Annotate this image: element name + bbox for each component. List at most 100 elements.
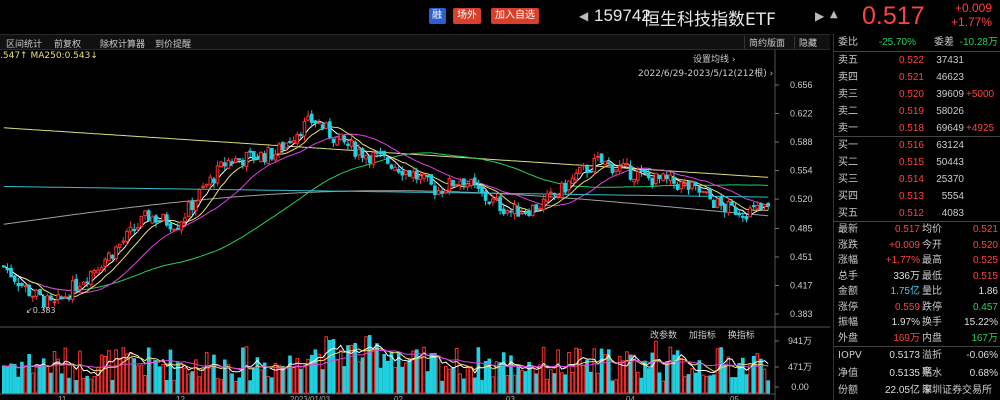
volume-bar [233,380,238,394]
bid-price: 0.515 [898,157,924,168]
candle-body [491,198,495,203]
stat-value: 0.525 [972,255,998,266]
stat-value: 0.520 [972,239,998,251]
bid-row[interactable]: 买五 0.512 4083 [838,205,998,222]
change-params-button[interactable]: 改参数 [650,331,678,341]
volume-bar [237,377,242,394]
candle-body [635,171,640,181]
exright-calculator-button[interactable]: 除权计算器 [100,40,146,50]
ask-change: +5000 [966,89,995,100]
volume-bar [664,361,669,394]
ma250-line [3,127,769,178]
next-stock-icon[interactable]: ▶ [815,9,825,23]
volume-bar [701,374,705,394]
stat-label: 涨停 [838,301,858,313]
candle-body [302,121,307,137]
forward-adjust-button[interactable]: 前复权 [54,40,82,50]
bid-row[interactable]: 买四 0.513 5554 [838,188,998,205]
volume-bar [588,371,593,394]
volume-bar [266,375,271,394]
candle-body [309,113,314,123]
volume-bar [12,363,17,394]
y-tick-label: 0.622 [790,109,813,119]
prev-stock-icon[interactable]: ◀ [579,9,589,23]
bid-row[interactable]: 买三 0.514 25370 [838,171,998,188]
kline-chart[interactable]: 0.656 0.622 0.588 0.554 0.520 0.485 0.451 0.417… [0,50,830,400]
ask-row[interactable]: 卖五 0.522 37431 [838,52,998,69]
add-watchlist-button[interactable]: 加入自选 [491,8,539,24]
ask-price: 0.520 [898,89,924,100]
volume-bar [661,380,665,394]
volume-bar [534,373,539,394]
otc-button[interactable]: 场外 [453,8,481,24]
volume-bar [487,358,492,394]
volume-bar [440,380,444,394]
candle-body [549,191,553,194]
ma20-line [3,133,769,293]
volume-bar [722,364,727,394]
volume-bar [751,355,756,394]
volume-bar [114,349,118,394]
range-stats-button[interactable]: 区间统计 [6,40,43,50]
candle-body [469,178,473,187]
volume-bar [346,345,350,394]
candle-body [715,198,720,208]
price-alert-button[interactable]: 到价提醒 [155,40,192,50]
margin-badge[interactable]: 融 [429,8,446,24]
volume-bar [393,366,397,394]
simple-layout-button[interactable]: 简约版面 [744,36,789,49]
stat-row: 最新 0.517 均价 0.521 [838,222,998,237]
stat-label: 今开 [922,239,942,251]
volume-bar [451,367,455,394]
candle-body [382,150,386,157]
candle-body [552,192,557,196]
candle-body [585,166,589,174]
x-axis-label: 04 [626,395,635,400]
volume-bar [574,347,579,394]
candle-body [212,178,216,184]
bid-row[interactable]: 买一 0.516 63124 [838,137,998,154]
bid-price: 0.512 [898,208,924,219]
volume-bar [367,335,372,394]
switch-indicator-button[interactable]: 换指标 [727,331,755,341]
volume-bar [186,373,191,394]
ma-settings-button[interactable]: 设置均线 › [693,52,736,65]
ask-row[interactable]: 卖四 0.521 46623 [838,69,998,86]
volume-bar [92,376,97,394]
candle-body [219,161,223,168]
ask-row[interactable]: 卖三 0.520 39609 +5000 [838,86,998,103]
bid-label: 买五 [838,208,858,219]
volume-bar [146,347,151,394]
candle-body [78,286,82,290]
candle-body [726,201,731,214]
candle-body [45,295,50,309]
vol-tick-label: 941万 [788,336,812,346]
add-indicator-button[interactable]: 加指标 [688,331,716,341]
volume-bar [248,380,252,394]
ask-row[interactable]: 卖二 0.519 58026 [838,103,998,120]
volume-bar [719,347,723,394]
candle-body [226,159,231,169]
hide-button[interactable]: 隐藏 [794,36,821,49]
extra-label: 贴水率 [922,367,942,396]
collapse-icon[interactable]: ▲ [830,9,838,20]
bid-price: 0.516 [898,140,924,151]
candle-body [762,204,767,208]
volume-bar [675,350,680,394]
stat-row: 涨跌 +0.009 今开 0.520 [838,238,998,253]
volume-bar [733,377,738,394]
volume-bar [161,364,166,394]
stat-label: 金额 [838,286,858,297]
volume-bar [110,379,115,394]
volume-bar [299,368,303,394]
candle-body [516,206,521,217]
bid-row[interactable]: 买二 0.515 50443 [838,154,998,171]
volume-bar [259,369,263,394]
candle-body [621,163,626,167]
ask-row[interactable]: 卖一 0.518 69649 +4925 [838,120,998,137]
stat-value: 169万 [893,332,920,344]
vol-tick-label: 471万 [788,362,812,372]
candle-body [150,216,155,224]
extra-row: 净值 0.5135 贴水率 0.68% [838,365,998,396]
volume-bar [5,366,10,394]
